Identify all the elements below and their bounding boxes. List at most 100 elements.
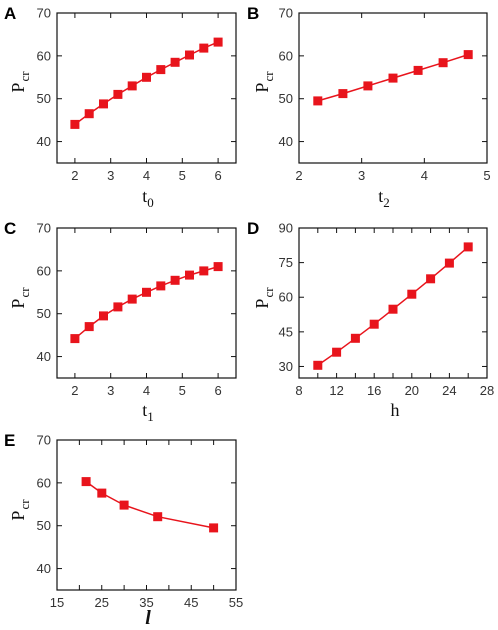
panel-a-ytick-label: 50 [37,91,51,106]
panel-d-point [332,347,342,357]
panel-a-frame [56,12,237,164]
panel-a-point [156,65,166,75]
panel-a-letter: A [4,4,16,23]
panel-e-xtick-label: 45 [184,595,198,610]
panel-e-point [119,500,129,510]
panel-b-ylabel-main: P [252,83,272,93]
panel-a-xlabel-sub: 0 [147,195,154,210]
panel-e-point [97,488,107,498]
panel-a-point [127,81,137,91]
panel-c-letter: C [4,219,16,238]
panel-e-xtick-label: 55 [229,595,243,610]
panel-c-xtick-label: 2 [71,383,78,398]
panel-b-letter: B [247,4,259,23]
panel-e-ytick-label: 70 [37,433,51,448]
panel-d-point [463,242,473,252]
panel-b-point [338,89,348,99]
panel-b-xtick-label: 4 [421,168,428,183]
panel-e-letter: E [4,431,15,450]
panel-b-xlabel-main: t [378,186,383,206]
panel-c-series-line [74,265,219,340]
panel-d-xtick-label: 8 [295,383,302,398]
panel-a-xlabel: t0 [142,186,154,210]
panel-d-point [350,333,360,343]
panel-e-ytick-label: 40 [37,561,51,576]
panel-d-xtick-label: 24 [442,383,456,398]
panel-a-series-line [74,41,219,126]
panel-e-point [209,523,219,533]
panel-b-xlabel: t2 [378,186,390,210]
panel-c-ytick-label: 40 [37,349,51,364]
panel-d-point [407,289,417,299]
panel-e-ylabel-main: P [8,511,28,521]
panel-e-ytick-label: 60 [37,475,51,490]
panel-c-point [113,302,123,312]
panel-e-xlabel: l [145,607,151,629]
panel-a-ylabel-sub: cr [17,71,32,82]
panel-d-frame [298,227,488,379]
panel-b-point [388,73,398,83]
panel-d-point [426,274,436,284]
panel-e-point [153,512,163,522]
panel-d-ylabel-sub: cr [261,287,276,298]
panel-b-ytick-label: 60 [279,48,293,63]
panel-b-xtick-label: 2 [295,168,302,183]
panel-d-xtick-label: 16 [367,383,381,398]
panel-d-point [313,360,323,370]
panel-a-point [142,72,151,82]
panel-d-ylabel: Pcr [252,287,276,309]
panel-d-xtick-label: 20 [405,383,419,398]
panel-d-xtick-label: 28 [480,383,494,398]
panel-d-ytick-label: 90 [279,221,293,236]
panel-d-point [369,319,379,329]
panel-b-point [438,58,448,68]
panel-a-point [113,89,123,99]
panel-b-ytick-label: 50 [279,91,293,106]
panel-c: C 40 50 60 70 2 3 4 5 6 Pcr t1 [4,219,237,424]
panel-e-point [81,477,91,487]
panel-d-ytick-label: 75 [279,255,293,270]
panel-e-ylabel-sub: cr [17,499,32,510]
panel-b-point [363,81,373,91]
panel-c-ylabel-sub: cr [17,287,32,298]
panel-c-point [199,266,209,276]
panel-a-xtick-label: 2 [71,168,78,183]
panel-c-xlabel: t1 [142,400,154,424]
panel-d-letter: D [247,219,259,238]
panel-c-point [70,334,80,344]
panel-a-point [99,99,108,109]
panel-c-xtick-label: 5 [179,383,186,398]
panel-d-point [444,258,454,268]
panel-c-frame [56,227,237,379]
panel-c-point [185,270,194,280]
panel-d-xlabel-main: h [391,400,400,420]
panel-c-point [213,262,223,272]
panel-b-point [463,50,473,60]
panel-e-xtick-label: 35 [139,595,153,610]
panel-c-xlabel-main: t [142,400,147,420]
panel-c-point [84,322,94,332]
panel-a-ytick-label: 70 [37,6,51,21]
panel-c-point [99,311,108,321]
panel-c-ylabel: Pcr [8,287,32,309]
panel-c-xtick-label: 4 [143,383,150,398]
panel-c-ylabel-main: P [8,299,28,309]
panel-a-point [185,50,194,60]
panel-d: D 30 45 60 75 90 8 12 16 20 24 28 Pcr h [247,219,494,420]
panel-a-xlabel-main: t [142,186,147,206]
panel-e: E 40 50 60 70 15 25 35 45 55 Pcr l [4,431,243,629]
panel-a-xtick-label: 4 [143,168,150,183]
panel-c-xtick-label: 3 [107,383,114,398]
panel-b-ylabel-sub: cr [261,71,276,82]
panel-e-ylabel: Pcr [8,499,32,521]
panel-a-xtick-label: 6 [214,168,221,183]
panel-c-ytick-label: 50 [37,306,51,321]
panel-d-ytick-label: 60 [279,290,293,305]
panel-b-ytick-label: 70 [279,6,293,21]
panel-c-xtick-label: 6 [214,383,221,398]
panel-b-frame [298,12,488,164]
panel-d-ytick-label: 45 [279,324,293,339]
panel-a-ylabel-main: P [8,83,28,93]
panel-d-ytick-label: 30 [279,359,293,374]
